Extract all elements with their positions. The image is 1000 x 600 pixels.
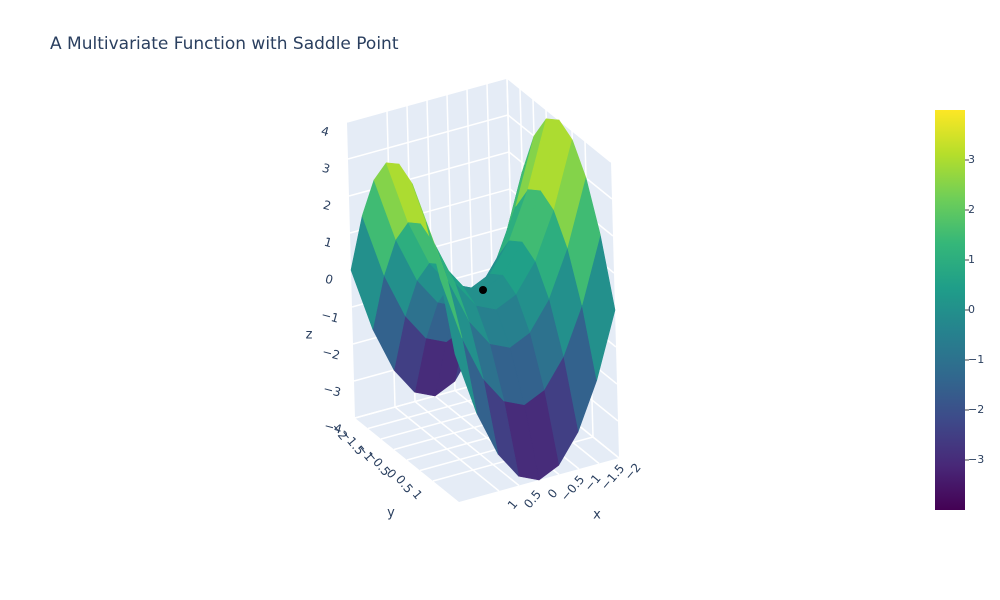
z-tick-label: −4 (323, 418, 344, 436)
z-tick-label: 4 (320, 124, 331, 140)
z-tick-label: 3 (321, 161, 332, 177)
z-axis-title: z (306, 328, 313, 343)
colorbar-tick-label: −3 (968, 453, 984, 466)
z-tick-label: −1 (320, 307, 341, 325)
grid-line (346, 77, 508, 123)
x-tick-label: 0 (545, 486, 561, 501)
x-tick-label: −0.5 (558, 473, 587, 504)
colorbar-tick-label: 0 (968, 303, 975, 316)
chart-title: A Multivariate Function with Saddle Poin… (50, 34, 399, 54)
colorbar-tick-label: −2 (968, 403, 984, 416)
surface-patch (425, 221, 463, 339)
colorbar-tick-label: 2 (968, 203, 975, 216)
y-axis-title: y (387, 506, 395, 521)
x-tick-label: 0.5 (521, 487, 544, 511)
surface-patch (567, 177, 601, 306)
z-tick-label: 0 (324, 272, 335, 288)
colorbar-tick-label: −1 (968, 353, 984, 366)
z-tick-label: 2 (322, 198, 333, 214)
x-tick-label: −1.5 (598, 462, 627, 493)
colorbar (935, 110, 965, 510)
grid-line (347, 114, 509, 160)
colorbar-tick-label: 1 (968, 253, 975, 266)
saddle-point (479, 286, 487, 294)
z-tick-label: −3 (322, 381, 343, 399)
x-tick-label: 1 (505, 497, 521, 512)
z-tick-label: 1 (323, 235, 334, 251)
z-tick-label: −2 (321, 344, 342, 362)
y-tick-label: 0.5 (393, 472, 416, 496)
x-axis-title: x (593, 508, 601, 523)
colorbar-tick-label: 3 (968, 153, 975, 166)
